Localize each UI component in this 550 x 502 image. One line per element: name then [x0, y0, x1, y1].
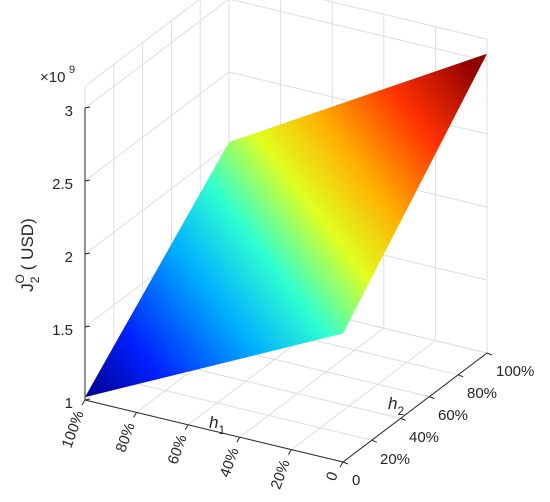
wall-grid-line	[84, 71, 230, 182]
h2-tick-label: 100%	[496, 363, 534, 380]
z-tick-label: 1	[65, 395, 73, 412]
h1-tick-label: 80%	[113, 421, 139, 455]
h2-tick	[486, 352, 493, 356]
z-label-unit: ( USD)	[18, 218, 37, 270]
h2-tick	[371, 439, 377, 443]
h2-tick	[400, 417, 406, 421]
z-tick-labels: 1 1.5 2 2.5 3	[52, 103, 73, 412]
h1-tick	[339, 461, 344, 468]
z-tick	[84, 106, 91, 109]
h2-tick	[458, 374, 464, 378]
z-tick	[84, 398, 91, 401]
wall-grid-line	[322, 0, 488, 40]
h1-tick	[81, 399, 86, 406]
h2-tick	[342, 461, 349, 465]
h1-tick-label: 100%	[59, 409, 88, 451]
h2-tick-label: 80%	[467, 385, 497, 402]
z-exponent: ×10 9	[40, 64, 75, 86]
surface-plane	[85, 53, 487, 398]
z-tick	[84, 325, 91, 328]
tick-marks	[81, 106, 493, 468]
h1-tick-label: 0	[323, 470, 342, 484]
h1-tick-label: 60%	[165, 433, 191, 467]
z-tick	[84, 252, 91, 255]
h2-tick-labels: 0 20% 40% 60% 80% 100%	[352, 363, 534, 489]
wall-grid-line	[84, 0, 200, 87]
h2-tick-label: 40%	[409, 429, 439, 446]
h1-axis-line	[84, 399, 344, 463]
h2-tick-label: 20%	[380, 451, 410, 468]
wall-grid-line	[84, 0, 229, 109]
z-exponent-power: 9	[69, 64, 75, 76]
z-label-sup: O	[13, 274, 27, 283]
h1-tick	[184, 424, 189, 431]
z-label-main: J	[18, 283, 37, 292]
h1-tick-labels: 100% 80% 60% 40% 20% 0	[59, 409, 342, 492]
z-tick-label: 2.5	[52, 176, 73, 193]
h2-tick-label: 0	[352, 472, 360, 489]
floor-grid-line	[113, 377, 372, 441]
z-tick-label: 3	[65, 103, 73, 120]
h1-tick	[287, 449, 292, 455]
z-axis-label: J2O ( USD)	[13, 218, 42, 291]
z-label-sub: 2	[28, 276, 42, 283]
z-exponent-base: ×10	[40, 69, 65, 86]
z-tick	[84, 179, 91, 182]
h1-tick	[133, 412, 138, 418]
z-tick-label: 1.5	[52, 322, 73, 339]
h1-tick-label: 20%	[268, 458, 294, 492]
h2-tick	[429, 396, 435, 400]
h1-tick	[236, 436, 241, 443]
h2-axis-line	[342, 352, 488, 463]
z-tick-label: 2	[65, 249, 73, 266]
h1-tick-label: 40%	[217, 446, 243, 480]
h1-axis-label: h1	[209, 413, 225, 437]
floor-grid-line	[239, 327, 385, 438]
floor-grid-line	[291, 340, 436, 450]
h2-axis-label: h2	[388, 394, 404, 418]
h2-tick-label: 60%	[438, 407, 468, 424]
svg-text:J2O( USD): J2O ( USD)	[13, 218, 42, 291]
wall-grid-line	[231, 0, 488, 62]
wall-grid-line	[84, 144, 230, 255]
